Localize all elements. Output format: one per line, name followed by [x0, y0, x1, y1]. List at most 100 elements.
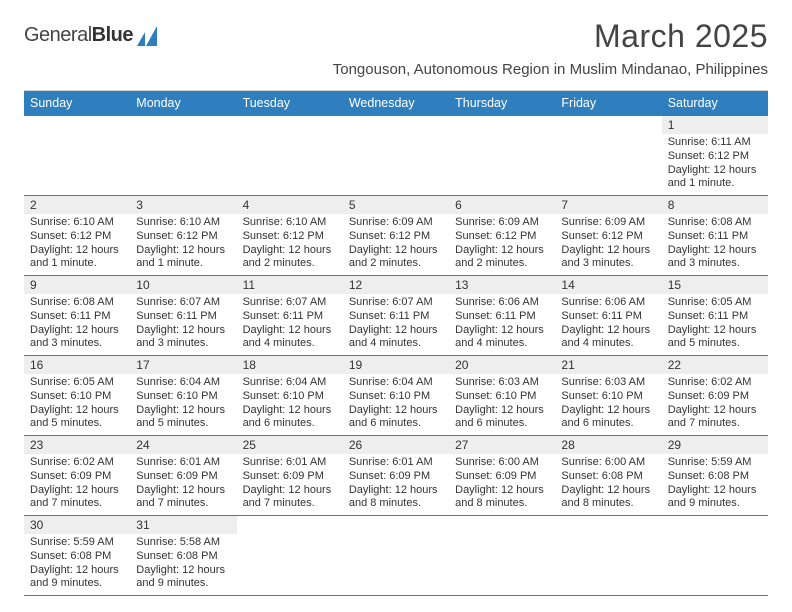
calendar-day-cell: 3Sunrise: 6:10 AMSunset: 6:12 PMDaylight… — [130, 196, 236, 275]
brand-logo: GeneralBlue — [24, 24, 165, 47]
sunrise-line: Sunrise: 6:04 AM — [136, 376, 230, 390]
calendar-day-cell — [237, 516, 343, 595]
daylight-line: Daylight: 12 hours and 6 minutes. — [349, 404, 443, 432]
calendar-day-cell: 22Sunrise: 6:02 AMSunset: 6:09 PMDayligh… — [662, 356, 768, 435]
sunrise-line: Sunrise: 6:10 AM — [243, 216, 337, 230]
day-number: 5 — [343, 196, 449, 214]
day-number: 12 — [343, 276, 449, 294]
daylight-line: Daylight: 12 hours and 4 minutes. — [455, 324, 549, 352]
day-details: Sunrise: 6:09 AMSunset: 6:12 PMDaylight:… — [555, 214, 661, 275]
sunrise-line: Sunrise: 6:10 AM — [136, 216, 230, 230]
day-number: 2 — [24, 196, 130, 214]
sunrise-line: Sunrise: 5:59 AM — [668, 456, 762, 470]
calendar-day-cell: 1Sunrise: 6:11 AMSunset: 6:12 PMDaylight… — [662, 116, 768, 195]
calendar-day-cell: 14Sunrise: 6:06 AMSunset: 6:11 PMDayligh… — [555, 276, 661, 355]
calendar-document: GeneralBlue March 2025 Tongouson, Autono… — [0, 0, 792, 612]
daylight-line: Daylight: 12 hours and 7 minutes. — [668, 404, 762, 432]
day-details: Sunrise: 6:10 AMSunset: 6:12 PMDaylight:… — [130, 214, 236, 275]
day-number: 11 — [237, 276, 343, 294]
sunset-line: Sunset: 6:10 PM — [243, 390, 337, 404]
weekday-header: Thursday — [449, 91, 555, 116]
empty-day — [662, 516, 768, 534]
day-number: 27 — [449, 436, 555, 454]
daylight-line: Daylight: 12 hours and 7 minutes. — [30, 484, 124, 512]
day-number: 22 — [662, 356, 768, 374]
day-number: 14 — [555, 276, 661, 294]
calendar-week: 30Sunrise: 5:59 AMSunset: 6:08 PMDayligh… — [24, 516, 768, 596]
daylight-line: Daylight: 12 hours and 3 minutes. — [30, 324, 124, 352]
sunset-line: Sunset: 6:10 PM — [136, 390, 230, 404]
sunset-line: Sunset: 6:09 PM — [455, 470, 549, 484]
sunset-line: Sunset: 6:11 PM — [455, 310, 549, 324]
calendar-day-cell: 24Sunrise: 6:01 AMSunset: 6:09 PMDayligh… — [130, 436, 236, 515]
location-subtitle: Tongouson, Autonomous Region in Muslim M… — [333, 61, 768, 78]
daylight-line: Daylight: 12 hours and 5 minutes. — [668, 324, 762, 352]
day-number: 7 — [555, 196, 661, 214]
day-details: Sunrise: 6:09 AMSunset: 6:12 PMDaylight:… — [449, 214, 555, 275]
daylight-line: Daylight: 12 hours and 6 minutes. — [455, 404, 549, 432]
sunrise-line: Sunrise: 6:01 AM — [136, 456, 230, 470]
calendar-week: 9Sunrise: 6:08 AMSunset: 6:11 PMDaylight… — [24, 276, 768, 356]
calendar-day-cell: 23Sunrise: 6:02 AMSunset: 6:09 PMDayligh… — [24, 436, 130, 515]
day-details: Sunrise: 5:59 AMSunset: 6:08 PMDaylight:… — [662, 454, 768, 515]
day-number: 17 — [130, 356, 236, 374]
calendar-day-cell: 16Sunrise: 6:05 AMSunset: 6:10 PMDayligh… — [24, 356, 130, 435]
month-title: March 2025 — [333, 18, 768, 55]
sunset-line: Sunset: 6:12 PM — [561, 230, 655, 244]
day-details: Sunrise: 6:00 AMSunset: 6:08 PMDaylight:… — [555, 454, 661, 515]
day-details: Sunrise: 6:03 AMSunset: 6:10 PMDaylight:… — [555, 374, 661, 435]
daylight-line: Daylight: 12 hours and 9 minutes. — [136, 564, 230, 592]
sunset-line: Sunset: 6:10 PM — [561, 390, 655, 404]
sunrise-line: Sunrise: 6:05 AM — [668, 296, 762, 310]
weekday-header: Saturday — [662, 91, 768, 116]
sunset-line: Sunset: 6:11 PM — [668, 230, 762, 244]
day-details: Sunrise: 6:10 AMSunset: 6:12 PMDaylight:… — [24, 214, 130, 275]
sunset-line: Sunset: 6:11 PM — [30, 310, 124, 324]
calendar-day-cell — [555, 116, 661, 195]
day-number: 18 — [237, 356, 343, 374]
day-details: Sunrise: 6:03 AMSunset: 6:10 PMDaylight:… — [449, 374, 555, 435]
daylight-line: Daylight: 12 hours and 2 minutes. — [349, 244, 443, 272]
calendar-week: 23Sunrise: 6:02 AMSunset: 6:09 PMDayligh… — [24, 436, 768, 516]
day-details: Sunrise: 6:04 AMSunset: 6:10 PMDaylight:… — [237, 374, 343, 435]
calendar-day-cell: 13Sunrise: 6:06 AMSunset: 6:11 PMDayligh… — [449, 276, 555, 355]
day-details: Sunrise: 6:05 AMSunset: 6:11 PMDaylight:… — [662, 294, 768, 355]
daylight-line: Daylight: 12 hours and 3 minutes. — [668, 244, 762, 272]
calendar-day-cell — [662, 516, 768, 595]
calendar-day-cell — [343, 116, 449, 195]
sunset-line: Sunset: 6:12 PM — [349, 230, 443, 244]
calendar-week: 2Sunrise: 6:10 AMSunset: 6:12 PMDaylight… — [24, 196, 768, 276]
calendar-day-cell: 19Sunrise: 6:04 AMSunset: 6:10 PMDayligh… — [343, 356, 449, 435]
daylight-line: Daylight: 12 hours and 9 minutes. — [30, 564, 124, 592]
sunrise-line: Sunrise: 6:07 AM — [349, 296, 443, 310]
empty-day — [343, 516, 449, 534]
day-number: 31 — [130, 516, 236, 534]
day-details: Sunrise: 6:01 AMSunset: 6:09 PMDaylight:… — [237, 454, 343, 515]
daylight-line: Daylight: 12 hours and 3 minutes. — [561, 244, 655, 272]
daylight-line: Daylight: 12 hours and 5 minutes. — [30, 404, 124, 432]
brand-name-a: General — [24, 24, 92, 46]
sunset-line: Sunset: 6:11 PM — [136, 310, 230, 324]
weekday-header: Monday — [130, 91, 236, 116]
day-number: 29 — [662, 436, 768, 454]
calendar-week: 16Sunrise: 6:05 AMSunset: 6:10 PMDayligh… — [24, 356, 768, 436]
day-details: Sunrise: 6:06 AMSunset: 6:11 PMDaylight:… — [449, 294, 555, 355]
sunrise-line: Sunrise: 6:08 AM — [30, 296, 124, 310]
calendar-day-cell: 27Sunrise: 6:00 AMSunset: 6:09 PMDayligh… — [449, 436, 555, 515]
day-number: 9 — [24, 276, 130, 294]
calendar-day-cell: 26Sunrise: 6:01 AMSunset: 6:09 PMDayligh… — [343, 436, 449, 515]
brand-name-b: Blue — [92, 24, 133, 46]
calendar-day-cell: 10Sunrise: 6:07 AMSunset: 6:11 PMDayligh… — [130, 276, 236, 355]
empty-day — [555, 116, 661, 134]
sunrise-line: Sunrise: 6:04 AM — [349, 376, 443, 390]
daylight-line: Daylight: 12 hours and 6 minutes. — [243, 404, 337, 432]
sunrise-line: Sunrise: 6:08 AM — [668, 216, 762, 230]
calendar-day-cell: 20Sunrise: 6:03 AMSunset: 6:10 PMDayligh… — [449, 356, 555, 435]
sunrise-line: Sunrise: 6:01 AM — [349, 456, 443, 470]
calendar-day-cell: 29Sunrise: 5:59 AMSunset: 6:08 PMDayligh… — [662, 436, 768, 515]
day-number: 8 — [662, 196, 768, 214]
daylight-line: Daylight: 12 hours and 1 minute. — [30, 244, 124, 272]
day-number: 10 — [130, 276, 236, 294]
day-number: 3 — [130, 196, 236, 214]
day-details: Sunrise: 6:08 AMSunset: 6:11 PMDaylight:… — [24, 294, 130, 355]
